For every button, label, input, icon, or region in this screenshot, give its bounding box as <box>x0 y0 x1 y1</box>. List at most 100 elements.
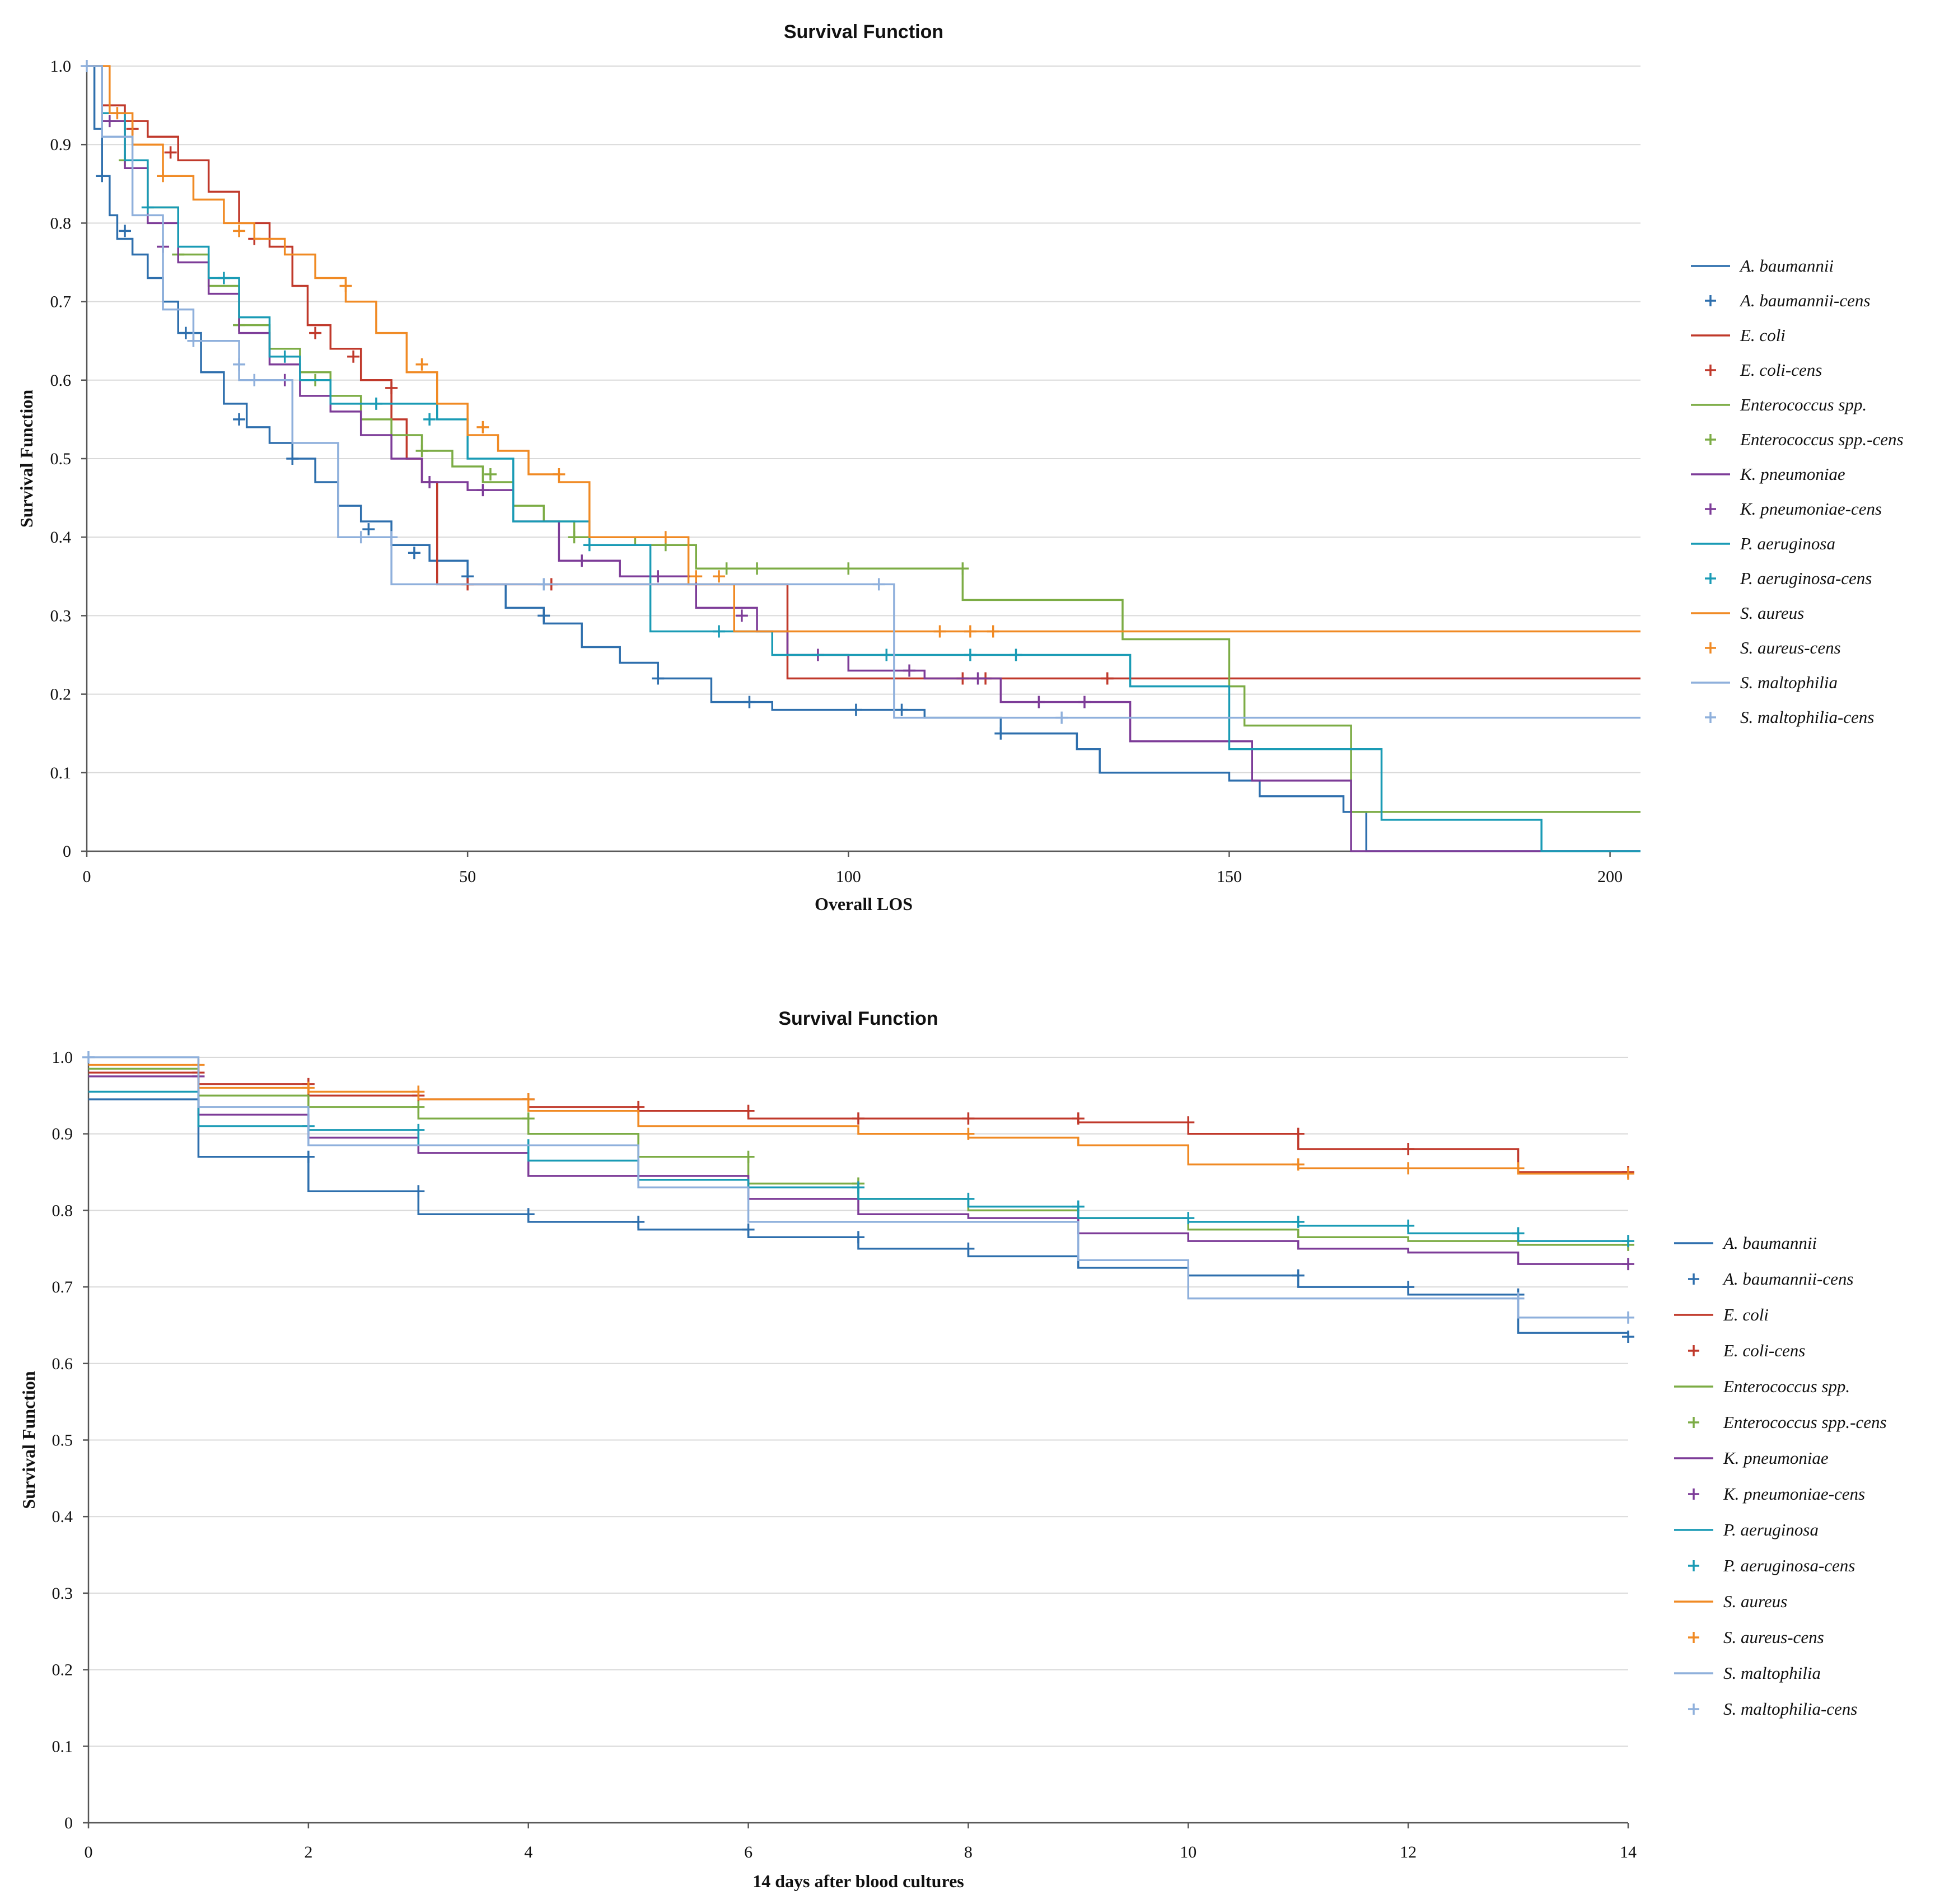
top-censor-mark-s-maltophilia <box>187 334 200 347</box>
bottom-y-tick-label: 0.3 <box>52 1584 73 1603</box>
top-censor-mark-a-baumannii <box>233 413 246 426</box>
top-censor-mark-a-baumannii <box>179 326 192 339</box>
bottom-legend-symbol-cross <box>1688 1417 1699 1428</box>
top-censor-mark-s-aureus <box>339 279 352 292</box>
bottom-censor-mark-e-coli <box>962 1112 975 1125</box>
top-censor-mark-p-aeruginosa <box>217 272 230 284</box>
top-y-tick-label: 0.4 <box>50 528 72 547</box>
top-censor-mark-a-baumannii <box>408 547 420 559</box>
bottom-y-tick-label: 1.0 <box>52 1048 73 1067</box>
bottom-legend-label: E. coli-cens <box>1723 1341 1805 1360</box>
top-legend-item: K. pneumoniae <box>1691 464 1845 484</box>
bottom-censor-mark-a-baumannii <box>742 1223 755 1236</box>
bottom-censor-mark-a-baumannii <box>1402 1281 1415 1294</box>
top-censor-mark-a-baumannii <box>743 696 756 708</box>
top-censor-mark-a-baumannii <box>994 727 1007 740</box>
top-x-axis-label: Overall LOS <box>815 894 913 914</box>
top-legend-symbol-cross <box>1705 365 1716 376</box>
bottom-legend-item: A. baumannii <box>1674 1233 1817 1253</box>
top-censor-mark-k-pneumoniae <box>652 570 665 583</box>
bottom-censor-mark-e-coli <box>852 1112 864 1125</box>
bottom-legend-symbol-cross <box>1688 1704 1699 1715</box>
bottom-y-tick-label: 0.6 <box>52 1355 73 1373</box>
top-censor-mark-s-aureus <box>690 570 703 583</box>
top-censor-mark-p-aeruginosa <box>880 648 893 661</box>
bottom-x-tick-label: 6 <box>744 1843 752 1861</box>
top-censor-mark-s-aureus <box>476 421 489 433</box>
top-censor-mark-e-coli <box>164 146 177 159</box>
top-censor-mark-s-maltophilia <box>248 374 261 386</box>
top-censor-mark-a-baumannii <box>895 703 908 716</box>
bottom-censor-mark-e-coli <box>1182 1116 1195 1129</box>
bottom-y-tick-label: 0.1 <box>52 1737 73 1756</box>
bottom-legend-item: S. maltophilia <box>1674 1663 1821 1683</box>
bottom-censor-mark-e-coli <box>1292 1127 1305 1140</box>
top-y-tick-label: 0.7 <box>50 293 72 311</box>
top-survival-chart: Survival Function 0 0.1 0.2 0.3 0.4 0.5 0.6 0.7 0… <box>16 21 1904 914</box>
bottom-censor-mark-a-baumannii <box>632 1215 645 1228</box>
top-y-tick-label: 0.8 <box>50 214 72 232</box>
top-series-line-k-pneumoniae <box>87 65 1640 852</box>
top-censor-mark-s-aureus <box>933 625 946 638</box>
top-censor-mark-s-aureus <box>233 225 246 237</box>
bottom-x-axis-label: 14 days after blood cultures <box>752 1871 964 1891</box>
top-censor-mark-p-aeruginosa <box>278 350 291 363</box>
bottom-censor-mark-p-aeruginosa <box>852 1181 864 1194</box>
top-censor-mark-a-baumannii <box>652 672 665 685</box>
top-censor-mark-s-aureus <box>415 358 428 371</box>
top-y-axis-label: Survival Function <box>16 390 36 528</box>
top-legend-item: S. aureus-cens <box>1705 638 1841 657</box>
top-legend-label: E. coli <box>1740 325 1786 345</box>
top-censor-mark-k-pneumoniae <box>735 609 748 622</box>
top-censor-mark-a-baumannii <box>286 452 299 465</box>
top-censor-mark-s-aureus <box>964 625 976 638</box>
top-legend-label: S. aureus-cens <box>1740 638 1841 657</box>
top-censor-mark-p-aeruginosa <box>583 539 596 552</box>
top-censor-mark-s-maltophilia <box>354 531 367 544</box>
bottom-legend-item: A. baumannii-cens <box>1688 1269 1853 1289</box>
bottom-legend-item: K. pneumoniae-cens <box>1688 1484 1865 1504</box>
bottom-censor-mark-a-baumannii <box>1622 1330 1634 1343</box>
bottom-censor-mark-s-aureus <box>962 1127 975 1140</box>
bottom-chart-title: Survival Function <box>778 1008 938 1029</box>
bottom-censor-mark-enterococcus-spp <box>522 1112 535 1125</box>
bottom-legend-item: Enterococcus spp.-cens <box>1688 1412 1887 1432</box>
bottom-censor-mark-p-aeruginosa <box>1182 1212 1195 1225</box>
top-legend-symbol-cross <box>1705 642 1716 654</box>
top-censor-mark-s-maltophilia <box>538 578 550 591</box>
bottom-censor-mark-s-maltophilia <box>82 1051 95 1063</box>
top-chart-title: Survival Function <box>784 21 943 43</box>
top-legend-item: Enterococcus spp.-cens <box>1705 430 1904 449</box>
top-legend-item: S. aureus <box>1691 603 1804 623</box>
bottom-censor-mark-s-maltophilia <box>1622 1311 1634 1324</box>
bottom-x-tick-label: 12 <box>1400 1843 1417 1861</box>
bottom-x-tick-label: 8 <box>964 1843 973 1861</box>
bottom-legend-item: P. aeruginosa <box>1674 1520 1819 1539</box>
bottom-legend-item: E. coli-cens <box>1688 1341 1805 1360</box>
bottom-survival-chart: Survival Function 0 0.1 0.2 0.3 0.4 0.5 0.6 0.7 0… <box>0 986 1935 1904</box>
top-censor-mark-p-aeruginosa <box>964 648 976 661</box>
bottom-y-axis-label: Survival Function <box>18 1371 39 1509</box>
bottom-censor-mark-a-baumannii <box>1292 1269 1305 1282</box>
bottom-x-tick-label: 14 <box>1620 1843 1637 1861</box>
top-series-line-a-baumannii <box>87 65 1640 852</box>
top-legend-label: S. maltophilia <box>1740 673 1838 692</box>
top-chart-svg: Survival Function 0 0.1 0.2 0.3 0.4 0.5 0.6 0.7 0… <box>16 21 1904 914</box>
top-y-tick-label: 0.2 <box>50 685 72 704</box>
top-censor-mark-enterococcus-spp <box>956 562 969 575</box>
top-legend-item: P. aeruginosa <box>1691 534 1835 553</box>
top-legend-label: A. baumannii-cens <box>1739 291 1870 310</box>
bottom-censor-mark-p-aeruginosa <box>1072 1200 1085 1213</box>
bottom-legend-item: Enterococcus spp. <box>1674 1376 1850 1396</box>
bottom-series-line-k-pneumoniae <box>88 1075 1628 1265</box>
top-legend-label: P. aeruginosa <box>1740 534 1835 553</box>
top-legend-item: P. aeruginosa-cens <box>1705 568 1872 588</box>
top-censor-mark-a-baumannii <box>849 703 862 716</box>
top-censor-mark-s-aureus <box>659 531 672 544</box>
top-censor-mark-p-aeruginosa <box>423 413 436 426</box>
top-censor-mark-p-aeruginosa <box>713 625 726 638</box>
top-legend-label: Enterococcus spp. <box>1740 395 1867 414</box>
bottom-censor-mark-a-baumannii <box>302 1150 315 1163</box>
bottom-censor-mark-enterococcus-spp <box>742 1150 755 1163</box>
top-legend-item: S. maltophilia-cens <box>1705 707 1874 727</box>
